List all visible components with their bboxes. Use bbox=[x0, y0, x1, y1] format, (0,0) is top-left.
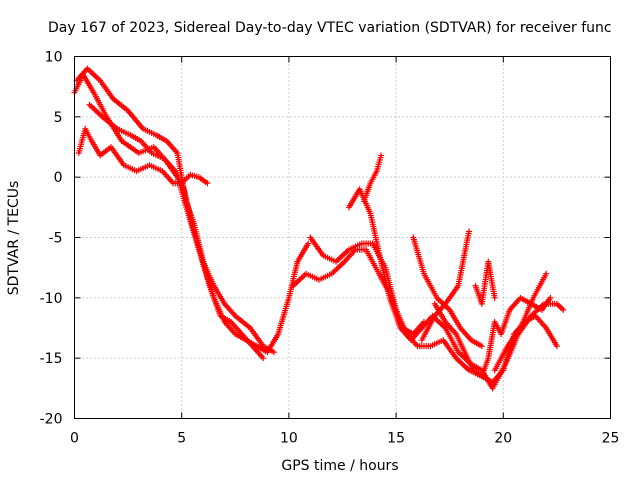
series-track-11 bbox=[431, 294, 554, 380]
chart-title: Day 167 of 2023, Sidereal Day-to-day VTE… bbox=[48, 20, 612, 36]
data-point bbox=[260, 355, 267, 362]
data-point bbox=[305, 240, 312, 247]
gridlines bbox=[74, 56, 611, 419]
series-track-7 bbox=[345, 186, 567, 392]
y-tick-label: 10 bbox=[45, 50, 63, 66]
series-track-4 bbox=[75, 125, 211, 187]
x-tick-label: 15 bbox=[387, 431, 405, 447]
y-tick-label: -15 bbox=[40, 351, 63, 367]
series-line bbox=[88, 104, 275, 353]
x-tick-label: 10 bbox=[280, 431, 298, 447]
series-track-13 bbox=[491, 270, 550, 374]
data-point bbox=[543, 270, 550, 277]
y-tick-label: -10 bbox=[40, 291, 63, 307]
x-axis-label: GPS time / hours bbox=[281, 458, 398, 474]
data-point bbox=[270, 349, 277, 356]
data-point bbox=[491, 294, 498, 301]
x-tick-label: 0 bbox=[70, 431, 79, 447]
data-point bbox=[378, 152, 385, 159]
data-point bbox=[553, 343, 560, 350]
data-point bbox=[547, 294, 554, 301]
series-track-1 bbox=[73, 65, 312, 356]
series-track-9 bbox=[410, 234, 485, 350]
series-line bbox=[76, 67, 309, 354]
x-tick-label: 5 bbox=[177, 431, 186, 447]
data-point bbox=[204, 180, 211, 187]
y-tick-label: 5 bbox=[54, 110, 63, 126]
series-track-6 bbox=[307, 234, 560, 386]
y-tick-label: 0 bbox=[54, 170, 63, 186]
plot-area bbox=[71, 65, 567, 392]
series-track-12 bbox=[472, 258, 498, 307]
y-tick-label: -5 bbox=[49, 231, 63, 247]
data-point bbox=[478, 343, 485, 350]
series-line bbox=[292, 248, 425, 336]
y-axis-label: SDTVAR / TECUs bbox=[6, 181, 22, 296]
series-track-5 bbox=[290, 246, 427, 338]
series-track-10 bbox=[418, 228, 472, 344]
x-tick-label: 20 bbox=[494, 431, 512, 447]
data-point bbox=[560, 306, 567, 313]
series-track-8 bbox=[360, 152, 385, 205]
y-tick-label: -20 bbox=[40, 412, 63, 428]
axes: 0 5 10 15 20 25 10 5 0 -5 -10 -15 -20 bbox=[40, 50, 620, 447]
x-tick-label: 25 bbox=[602, 431, 620, 447]
data-point bbox=[465, 228, 472, 235]
